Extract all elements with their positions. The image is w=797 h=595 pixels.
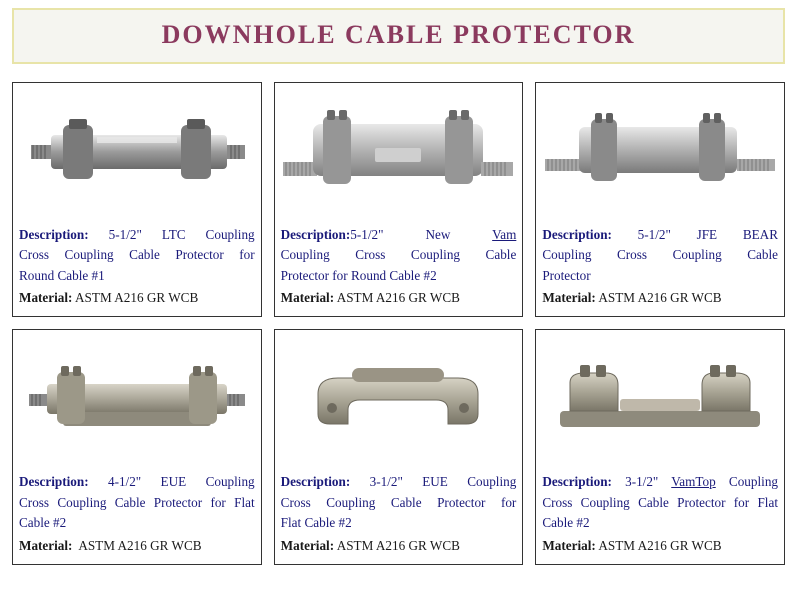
product-illustration: [542, 334, 778, 464]
product-description: Description: 5-1/2" JFE BEAR Coupling Cr…: [542, 225, 778, 286]
desc-line: Coupling Cross Coupling Cable: [281, 245, 517, 265]
description-label: Description:: [281, 474, 351, 489]
coupling-flat-eue-412-icon: [27, 356, 247, 442]
description-label: Description:: [542, 227, 612, 242]
desc-line: Cable #2: [19, 513, 255, 533]
material-value: ASTM A216 GR WCB: [78, 538, 201, 553]
desc-line: Protector: [542, 266, 778, 286]
product-card: Description: 3-1/2" EUE Coupling Cross C…: [274, 329, 524, 564]
desc-line: Round Cable #1: [19, 266, 255, 286]
material-label: Material:: [542, 290, 595, 305]
description-label: Description:: [19, 474, 89, 489]
product-material: Material: ASTM A216 GR WCB: [542, 290, 778, 306]
coupling-round-1-icon: [27, 107, 247, 197]
desc-line: 5-1/2" JFE BEAR: [638, 227, 778, 242]
desc-line: Cross Coupling Cable Protector for Flat: [542, 493, 778, 513]
desc-line: 3-1/2" EUE Coupling: [370, 474, 517, 489]
product-material: Material: ASTM A216 GR WCB: [281, 538, 517, 554]
product-illustration: [281, 87, 517, 217]
coupling-flat-vamtop-icon: [550, 359, 770, 439]
product-description: Description: 4-1/2" EUE Coupling Cross C…: [19, 472, 255, 533]
product-card: Description: 5-1/2" JFE BEAR Coupling Cr…: [535, 82, 785, 317]
product-card: Description: 4-1/2" EUE Coupling Cross C…: [12, 329, 262, 564]
product-material: Material: ASTM A216 GR WCB: [19, 290, 255, 306]
desc-line: Coupling Cross Coupling Cable: [542, 245, 778, 265]
product-card: Description: 5-1/2" LTC Coupling Cross C…: [12, 82, 262, 317]
product-description: Description: 3-1/2" VamTop Coupling Cros…: [542, 472, 778, 533]
desc-line: Flat Cable #2: [281, 513, 517, 533]
product-description: Description:5-1/2" New Vam Coupling Cros…: [281, 225, 517, 286]
product-description: Description: 5-1/2" LTC Coupling Cross C…: [19, 225, 255, 286]
description-label: Description:: [542, 474, 612, 489]
desc-line: Protector for Round Cable #2: [281, 266, 517, 286]
description-label: Description:: [281, 227, 351, 242]
desc-line: 5-1/2" LTC Coupling: [109, 227, 255, 242]
desc-line: Cross Coupling Cable Protector for: [281, 493, 517, 513]
product-illustration: [19, 87, 255, 217]
title-bar: DOWNHOLE CABLE PROTECTOR: [12, 8, 785, 64]
coupling-jfe-icon: [545, 107, 775, 197]
desc-line: Cross Coupling Cable Protector for Flat: [19, 493, 255, 513]
coupling-round-2-icon: [283, 104, 513, 200]
material-label: Material:: [19, 538, 72, 553]
product-material: Material: ASTM A216 GR WCB: [542, 538, 778, 554]
product-illustration: [281, 334, 517, 464]
page-title: DOWNHOLE CABLE PROTECTOR: [14, 20, 783, 50]
product-material: Material: ASTM A216 GR WCB: [19, 538, 255, 554]
product-card: Description: 3-1/2" VamTop Coupling Cros…: [535, 329, 785, 564]
product-card: Description:5-1/2" New Vam Coupling Cros…: [274, 82, 524, 317]
product-description: Description: 3-1/2" EUE Coupling Cross C…: [281, 472, 517, 533]
material-label: Material:: [281, 538, 334, 553]
material-value: ASTM A216 GR WCB: [337, 290, 460, 305]
material-value: ASTM A216 GR WCB: [337, 538, 460, 553]
material-label: Material:: [19, 290, 72, 305]
product-material: Material: ASTM A216 GR WCB: [281, 290, 517, 306]
coupling-flat-eue-312-icon: [298, 354, 498, 444]
material-label: Material:: [542, 538, 595, 553]
desc-line: 5-1/2" New Vam: [350, 227, 516, 242]
desc-line: Cable #2: [542, 513, 778, 533]
desc-line: 4-1/2" EUE Coupling: [108, 474, 255, 489]
material-value: ASTM A216 GR WCB: [75, 290, 198, 305]
product-illustration: [542, 87, 778, 217]
material-value: ASTM A216 GR WCB: [598, 538, 721, 553]
product-grid: Description: 5-1/2" LTC Coupling Cross C…: [12, 82, 785, 565]
description-label: Description:: [19, 227, 89, 242]
desc-line: 3-1/2" VamTop Coupling: [625, 474, 778, 489]
material-value: ASTM A216 GR WCB: [598, 290, 721, 305]
product-illustration: [19, 334, 255, 464]
desc-line: Cross Coupling Cable Protector for: [19, 245, 255, 265]
material-label: Material:: [281, 290, 334, 305]
